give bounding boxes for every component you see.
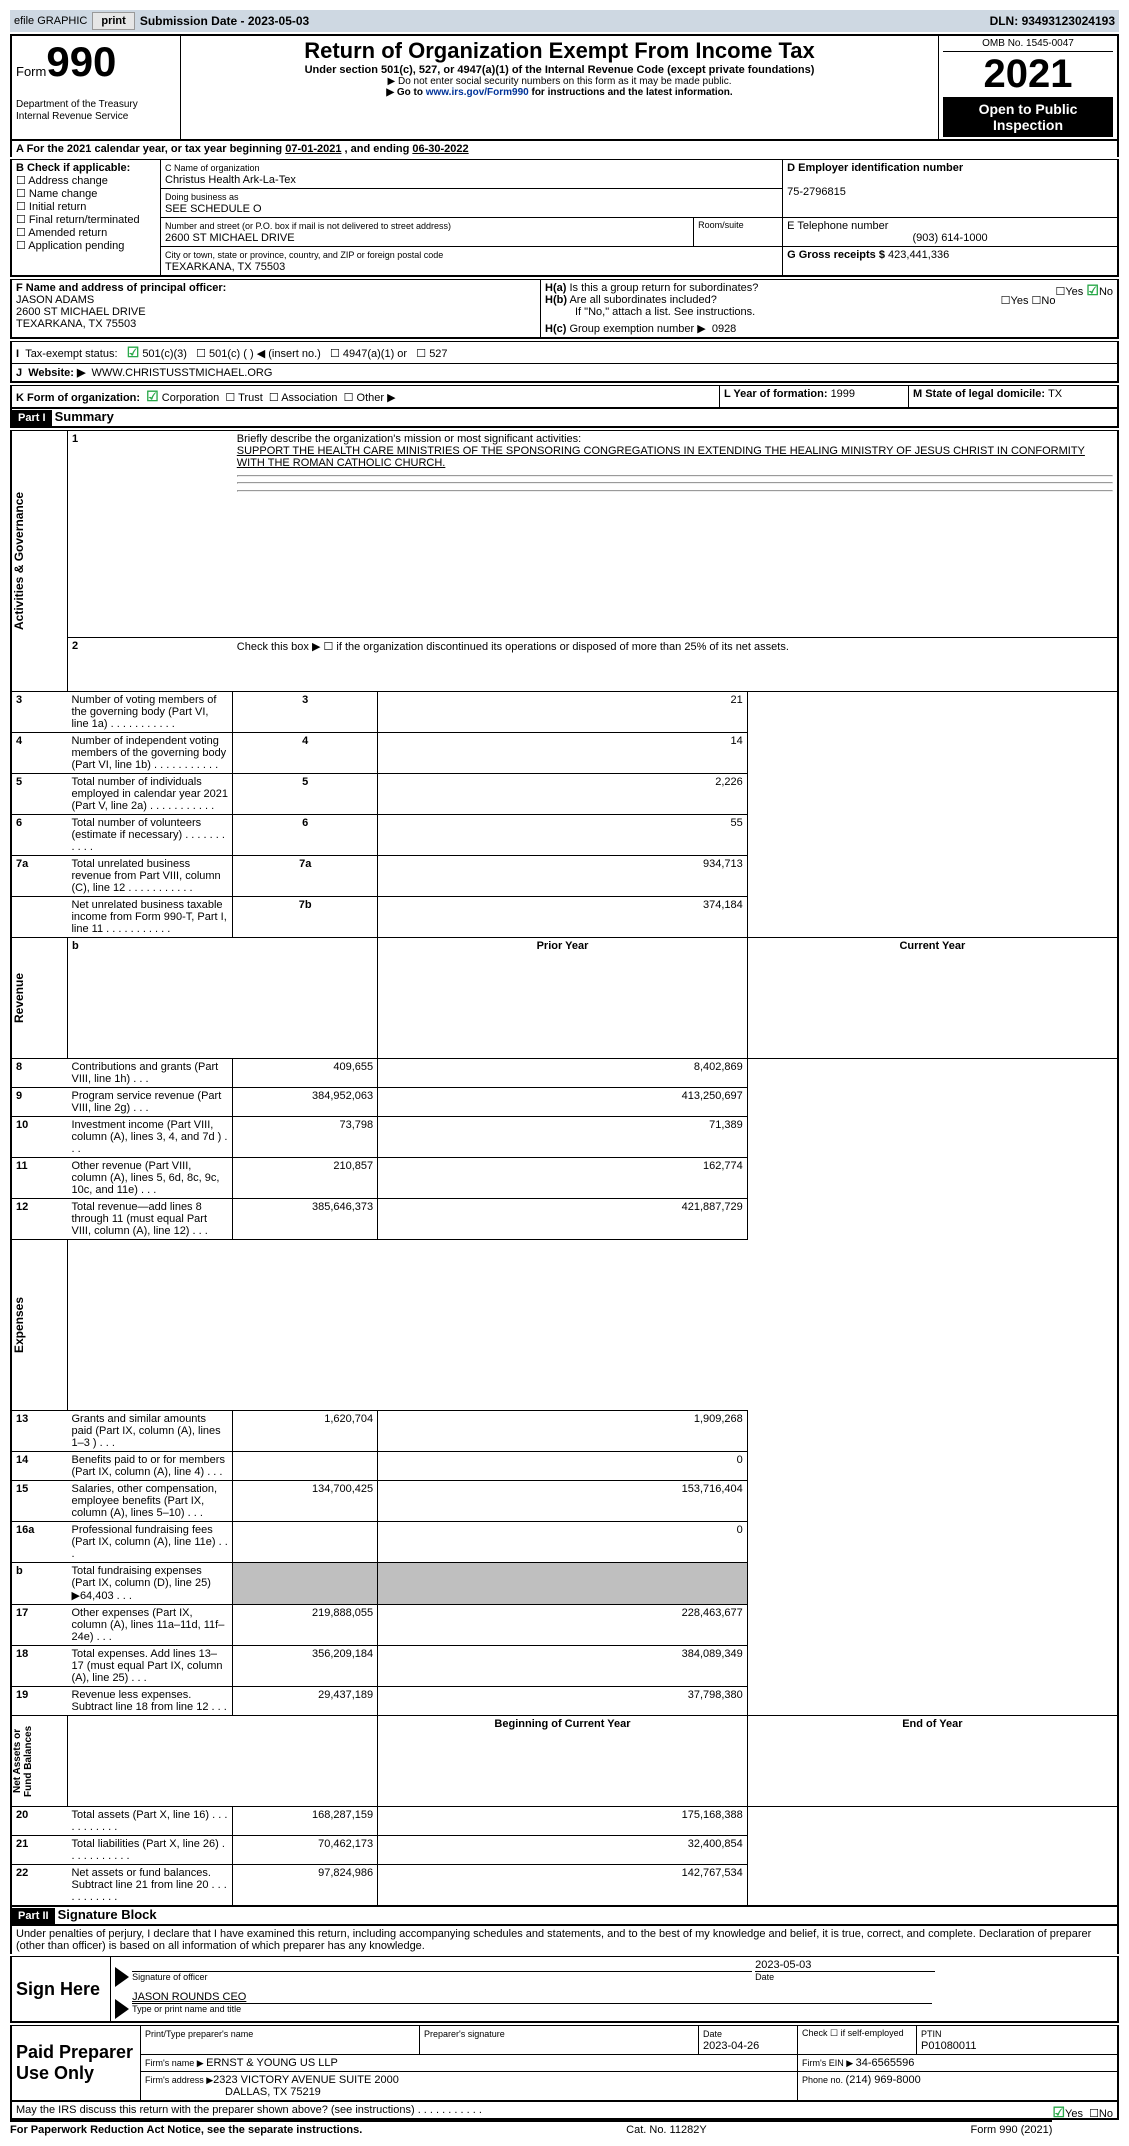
box-c-name: C Name of organizationChristus Health Ar… — [161, 160, 783, 189]
efile-label: efile GRAPHIC — [14, 15, 87, 27]
line1: Briefly describe the organization's miss… — [233, 431, 1118, 638]
summary-row: 3Number of voting members of the governi… — [11, 692, 1118, 733]
summary-row: 21Total liabilities (Part X, line 26)70,… — [11, 1836, 1118, 1865]
part1-bar: Part I Summary — [10, 409, 1119, 428]
summary-row: 16aProfessional fundraising fees (Part I… — [11, 1522, 1118, 1563]
form-mid: Return of Organization Exempt From Incom… — [181, 35, 939, 140]
form-number: 990 — [46, 38, 116, 85]
vlabel-rev: Revenue — [12, 938, 26, 1058]
declaration: Under penalties of perjury, I declare th… — [10, 1926, 1119, 1954]
summary-row: 15Salaries, other compensation, employee… — [11, 1481, 1118, 1522]
box-f: F Name and address of principal officer:… — [11, 280, 541, 339]
summary-row: 5Total number of individuals employed in… — [11, 774, 1118, 815]
summary-row: 11Other revenue (Part VIII, column (A), … — [11, 1158, 1118, 1199]
sub1: Under section 501(c), 527, or 4947(a)(1)… — [185, 64, 934, 76]
paid-prep-label: Paid Preparer Use Only — [11, 2026, 141, 2102]
sub2: ▶ Do not enter social security numbers o… — [185, 76, 934, 87]
vlabel-exp: Expenses — [12, 1240, 26, 1410]
ij-block: I Tax-exempt status: ☑ 501(c)(3) ☐ 501(c… — [10, 341, 1119, 383]
summary-row: 7aTotal unrelated business revenue from … — [11, 856, 1118, 897]
form-header: Form990 Department of the Treasury Inter… — [10, 34, 1119, 141]
sig-arrow-icon — [115, 1999, 129, 2019]
summary-row: 14Benefits paid to or for members (Part … — [11, 1452, 1118, 1481]
summary-row: bTotal fundraising expenses (Part IX, co… — [11, 1563, 1118, 1605]
dept-label: Department of the Treasury Internal Reve… — [16, 99, 138, 122]
form-right: OMB No. 1545-0047 2021 Open to Public In… — [939, 35, 1119, 140]
sign-block: Sign Here Signature of officer 2023-05-0… — [10, 1956, 1119, 2023]
ecy-hdr: End of Year — [747, 1716, 1118, 1807]
box-c-city: City or town, state or province, country… — [161, 247, 783, 277]
dln: DLN: 93493123024193 — [990, 14, 1115, 28]
discuss-line: May the IRS discuss this return with the… — [10, 2102, 1119, 2120]
sig-officer: Signature of officer — [132, 1971, 752, 1982]
form-left: Form990 Department of the Treasury Inter… — [11, 35, 181, 140]
sig-arrow-icon — [115, 1967, 129, 1987]
box-i: I Tax-exempt status: ☑ 501(c)(3) ☐ 501(c… — [11, 342, 1118, 364]
box-j: J Website: ▶ WWW.CHRISTUSSTMICHAEL.ORG — [11, 364, 1118, 383]
box-l: L Year of formation: 1999 — [720, 386, 909, 409]
box-c-dba: Doing business asSEE SCHEDULE O — [161, 189, 783, 218]
tax-year: 2021 — [943, 52, 1113, 97]
prior-year-hdr: Prior Year — [378, 938, 748, 1059]
box-e: E Telephone number(903) 614-1000 — [783, 218, 1118, 247]
box-h: H(a) Is this a group return for subordin… — [541, 280, 1119, 321]
print-button[interactable]: print — [92, 12, 134, 30]
klm-block: K Form of organization: ☑ Corporation ☐ … — [10, 385, 1119, 409]
line-a: A For the 2021 calendar year, or tax yea… — [10, 141, 1119, 157]
entity-block: B Check if applicable: ☐ Address change☐… — [10, 159, 1119, 277]
box-hc: H(c) Group exemption number ▶ 0928 — [541, 320, 1119, 338]
summary-row: 18Total expenses. Add lines 13–17 (must … — [11, 1646, 1118, 1687]
summary-table: Activities & Governance 1 Briefly descri… — [10, 430, 1119, 1907]
summary-row: 17Other expenses (Part IX, column (A), l… — [11, 1605, 1118, 1646]
summary-row: 12Total revenue—add lines 8 through 11 (… — [11, 1199, 1118, 1240]
return-title: Return of Organization Exempt From Incom… — [185, 38, 934, 64]
box-g: G Gross receipts $ 423,441,336 — [783, 247, 1118, 277]
box-m: M State of legal domicile: TX — [909, 386, 1119, 409]
self-employed: Check ☐ if self-employed — [798, 2026, 917, 2055]
summary-row: 19Revenue less expenses. Subtract line 1… — [11, 1687, 1118, 1716]
top-bar: efile GRAPHIC print Submission Date - 20… — [10, 10, 1119, 32]
box-b: B Check if applicable: ☐ Address change☐… — [11, 160, 161, 277]
line2: Check this box ▶ ☐ if the organization d… — [233, 638, 1118, 692]
current-year-hdr: Current Year — [747, 938, 1118, 1059]
summary-row: 4Number of independent voting members of… — [11, 733, 1118, 774]
form-footer: Form 990 (2021) — [971, 2124, 1053, 2136]
box-d: D Employer identification number75-27968… — [783, 160, 1118, 218]
summary-row: 13Grants and similar amounts paid (Part … — [11, 1411, 1118, 1452]
bcy-hdr: Beginning of Current Year — [378, 1716, 748, 1807]
summary-row: 8Contributions and grants (Part VIII, li… — [11, 1059, 1118, 1088]
summary-row: 6Total number of volunteers (estimate if… — [11, 815, 1118, 856]
summary-row: 20Total assets (Part X, line 16)168,287,… — [11, 1807, 1118, 1836]
vlabel-net: Net Assets or Fund Balances — [12, 1716, 34, 1806]
form-word: Form — [16, 64, 46, 79]
part2-bar: Part II Signature Block — [10, 1907, 1119, 1926]
officer-name: JASON ROUNDS CEO — [132, 1991, 246, 2003]
fh-block: F Name and address of principal officer:… — [10, 279, 1119, 339]
box-c-addr: Number and street (or P.O. box if mail i… — [161, 218, 694, 247]
preparer-block: Paid Preparer Use Only Print/Type prepar… — [10, 2025, 1119, 2102]
sign-here: Sign Here — [11, 1957, 111, 2023]
irs-link[interactable]: www.irs.gov/Form990 — [426, 87, 529, 98]
summary-row: 10Investment income (Part VIII, column (… — [11, 1117, 1118, 1158]
summary-row: Net unrelated business taxable income fr… — [11, 897, 1118, 938]
pra-notice: For Paperwork Reduction Act Notice, see … — [10, 2124, 362, 2136]
room-suite: Room/suite — [694, 218, 783, 247]
box-k: K Form of organization: ☑ Corporation ☐ … — [11, 386, 720, 409]
footer: For Paperwork Reduction Act Notice, see … — [10, 2120, 1052, 2136]
summary-row: 9Program service revenue (Part VIII, lin… — [11, 1088, 1118, 1117]
cat-no: Cat. No. 11282Y — [626, 2124, 707, 2136]
vlabel-ag: Activities & Governance — [12, 431, 26, 691]
sub3: ▶ Go to www.irs.gov/Form990 for instruct… — [185, 87, 934, 98]
submission-label: Submission Date - 2023-05-03 — [140, 14, 309, 28]
open-public: Open to Public Inspection — [943, 97, 1113, 137]
summary-row: 22Net assets or fund balances. Subtract … — [11, 1865, 1118, 1907]
omb: OMB No. 1545-0047 — [943, 38, 1113, 52]
